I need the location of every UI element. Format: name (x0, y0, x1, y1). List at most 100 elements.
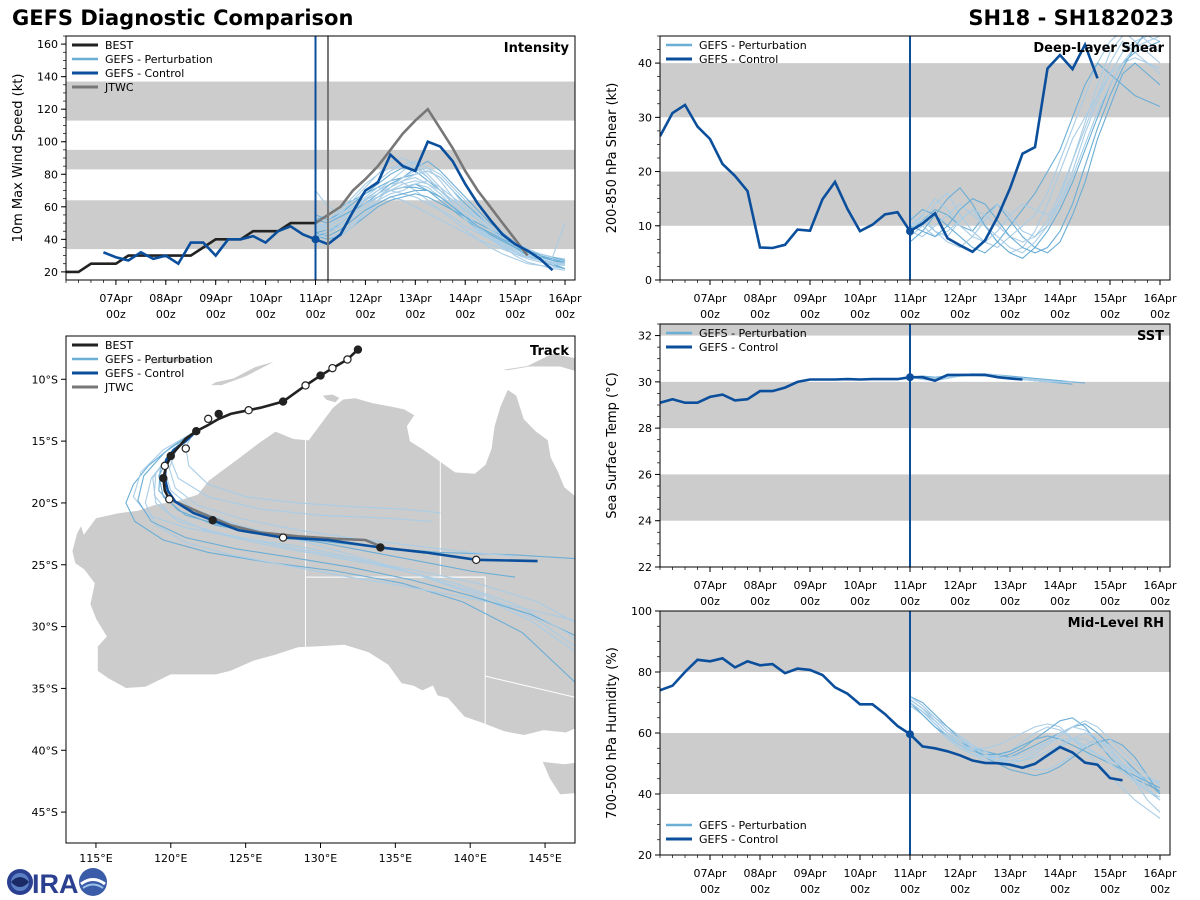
sst-panel: 22 24 26 28 30 32 07Apr 00z 08Apr 00z 09Apr 00z 10Ap… (605, 323, 1177, 608)
control-track-marker (208, 516, 217, 525)
threshold-band (660, 474, 1170, 521)
legend-label-control: GEFS - Control (105, 67, 184, 80)
land-mass (321, 393, 341, 404)
x-tick-label: 11Apr 00z (299, 292, 333, 321)
x-tick-label: 12Apr 00z (943, 867, 977, 896)
lon-tick-label: 120°E (154, 852, 187, 865)
lon-tick-label: 125°E (229, 852, 262, 865)
x-tick-label: 11Apr 00z (893, 867, 927, 896)
ensemble-member-line (909, 40, 1161, 254)
legend-label-control: GEFS - Control (699, 53, 778, 66)
intensity-plot-area (66, 107, 566, 274)
sst-ylabel: Sea Surface Temp (°C) (605, 372, 620, 519)
lat-tick-label: 10°S (32, 373, 58, 386)
legend-label-control: GEFS - Control (699, 341, 778, 354)
y-tick-label: 10 (638, 220, 652, 233)
ensemble-member-line (909, 699, 1161, 801)
intensity-panel: 20 40 60 80 100 120 140 160 07Apr 00z 08Apr 00z 09Ap… (11, 35, 583, 321)
svg-text:IRA: IRA (32, 869, 79, 898)
x-tick-label: 13Apr 00z (993, 579, 1027, 608)
control-init-marker (311, 235, 320, 244)
y-tick-label: 30 (638, 376, 652, 389)
rh-panel: 20 40 60 80 100 07Apr 00z 08Apr 00z 09Apr 00z 10Apr… (605, 605, 1177, 896)
intensity-title: Intensity (504, 41, 570, 56)
state-border (485, 675, 575, 698)
y-tick-label: 24 (638, 515, 652, 528)
land-mass (208, 359, 281, 386)
x-tick-label: 09Apr 00z (793, 867, 827, 896)
best-track-marker (278, 397, 288, 406)
track-title: Track (530, 344, 569, 359)
lat-tick-label: 35°S (32, 682, 58, 695)
y-tick-label: 26 (638, 468, 652, 481)
y-tick-label: 160 (37, 38, 58, 51)
axes-frame (659, 323, 1171, 568)
ensemble-member-line (909, 36, 1161, 249)
x-tick-label: 11Apr 00z (893, 292, 927, 321)
lat-tick-label: 25°S (32, 559, 58, 572)
shear-panel: 0 10 20 30 40 07Apr 00z 08Apr 00z 09Apr 00z 10Apr 00… (605, 35, 1177, 321)
ensemble-member-line (909, 62, 1161, 254)
x-tick-label: 14Apr 00z (449, 292, 483, 321)
ensemble-track (168, 432, 516, 557)
best-track-marker (316, 371, 325, 380)
lon-tick-label: 130°E (304, 852, 337, 865)
threshold-band (660, 63, 1170, 118)
page-title: GEFS Diagnostic Comparison (12, 6, 354, 30)
storm-id: SH18 - SH182023 (968, 6, 1174, 30)
legend-label-pert: GEFS - Perturbation (699, 819, 807, 832)
y-tick-label: 100 (37, 136, 58, 149)
ensemble-track (137, 432, 575, 637)
best-track-marker (166, 451, 175, 461)
legend-label-pert: GEFS - Perturbation (699, 327, 807, 340)
legend-label-jtwc: JTWC (104, 81, 134, 94)
ensemble-track (185, 432, 441, 514)
lat-tick-label: 30°S (32, 621, 58, 634)
x-tick-label: 14Apr 00z (1043, 579, 1077, 608)
x-tick-label: 12Apr 00z (943, 579, 977, 608)
land-mass (485, 352, 575, 372)
y-tick-label: 40 (638, 788, 652, 801)
control-init-marker (906, 730, 914, 739)
y-tick-label: 60 (638, 727, 652, 740)
legend-label-jtwc: JTWC (104, 381, 134, 394)
y-tick-label: 80 (44, 168, 58, 181)
rh-plot-area (660, 656, 1161, 819)
shear-title: Deep-Layer Shear (1033, 41, 1164, 56)
control-track-marker (376, 543, 385, 552)
sst-title: SST (1137, 329, 1164, 344)
ensemble-track (144, 432, 575, 621)
threshold-band (66, 149, 575, 170)
lon-tick-label: 140°E (453, 852, 486, 865)
x-tick-label: 15Apr 00z (1093, 867, 1127, 896)
x-tick-label: 16Apr 00z (549, 292, 583, 321)
rh-title: Mid-Level RH (1068, 616, 1164, 631)
y-tick-label: 22 (638, 561, 652, 574)
ensemble-member-line (909, 36, 1145, 254)
ensemble-member-line (909, 702, 1161, 789)
ensemble-member-line (909, 695, 1161, 801)
control-line (660, 41, 1099, 254)
legend-label-best: BEST (105, 339, 133, 352)
x-tick-label: 08Apr 00z (743, 292, 777, 321)
cira-logo: IRA (7, 868, 107, 898)
threshold-band (660, 381, 1170, 429)
legend-label-control: GEFS - Control (699, 833, 778, 846)
x-tick-label: 07Apr 00z (693, 292, 727, 321)
ensemble-member-line (909, 57, 1161, 243)
x-tick-label: 15Apr 00z (499, 292, 533, 321)
lat-tick-label: 15°S (32, 435, 58, 448)
lat-tick-label: 20°S (32, 497, 58, 510)
x-tick-label: 16Apr 00z (1143, 579, 1177, 608)
y-tick-label: 40 (44, 233, 58, 246)
lat-tick-label: 45°S (32, 806, 58, 819)
best-track-marker (159, 474, 168, 483)
threshold-band (66, 81, 575, 121)
jtwc-line (314, 107, 529, 257)
best-track-marker (353, 345, 363, 354)
x-tick-label: 16Apr 00z (1143, 867, 1177, 896)
best-track-marker (181, 444, 190, 453)
ensemble-member-line (909, 36, 1161, 243)
x-tick-label: 12Apr 00z (349, 292, 383, 321)
control-track-marker (471, 555, 481, 565)
